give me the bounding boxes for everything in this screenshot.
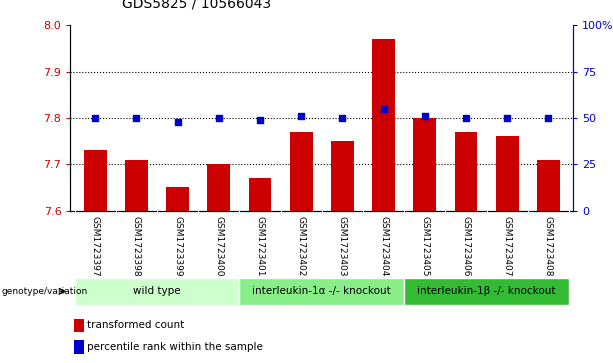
Text: GSM1723404: GSM1723404 bbox=[379, 216, 388, 276]
Text: wild type: wild type bbox=[133, 286, 181, 296]
Point bbox=[173, 119, 183, 125]
Text: GSM1723408: GSM1723408 bbox=[544, 216, 553, 276]
Text: GSM1723407: GSM1723407 bbox=[503, 216, 512, 276]
Bar bbox=[74, 319, 84, 332]
Point bbox=[132, 115, 142, 121]
Text: percentile rank within the sample: percentile rank within the sample bbox=[87, 342, 263, 352]
Bar bbox=[537, 160, 560, 211]
Bar bbox=[496, 136, 519, 211]
Text: transformed count: transformed count bbox=[87, 321, 185, 330]
Bar bbox=[207, 164, 230, 211]
Bar bbox=[166, 187, 189, 211]
Bar bbox=[331, 141, 354, 211]
Text: GDS5825 / 10566043: GDS5825 / 10566043 bbox=[121, 0, 271, 11]
Text: GSM1723402: GSM1723402 bbox=[297, 216, 306, 276]
Text: GSM1723405: GSM1723405 bbox=[421, 216, 429, 276]
Point bbox=[255, 117, 265, 123]
Bar bbox=[240, 278, 404, 305]
Bar bbox=[372, 39, 395, 211]
Bar bbox=[455, 132, 478, 211]
Text: GSM1723397: GSM1723397 bbox=[91, 216, 100, 277]
Text: genotype/variation: genotype/variation bbox=[1, 287, 88, 296]
Bar bbox=[404, 278, 569, 305]
Text: GSM1723406: GSM1723406 bbox=[462, 216, 471, 276]
Point bbox=[338, 115, 348, 121]
Bar bbox=[75, 278, 240, 305]
Bar bbox=[74, 340, 84, 354]
Text: GSM1723401: GSM1723401 bbox=[256, 216, 265, 276]
Point bbox=[544, 115, 554, 121]
Text: GSM1723399: GSM1723399 bbox=[173, 216, 182, 277]
Bar bbox=[249, 178, 272, 211]
Bar bbox=[290, 132, 313, 211]
Text: GSM1723400: GSM1723400 bbox=[215, 216, 223, 276]
Point bbox=[296, 113, 306, 119]
Point bbox=[502, 115, 512, 121]
Text: GSM1723403: GSM1723403 bbox=[338, 216, 347, 276]
Point bbox=[379, 106, 389, 112]
Point bbox=[214, 115, 224, 121]
Bar bbox=[125, 160, 148, 211]
Point bbox=[420, 113, 430, 119]
Bar bbox=[84, 150, 107, 211]
Point bbox=[461, 115, 471, 121]
Text: interleukin-1α -/- knockout: interleukin-1α -/- knockout bbox=[253, 286, 391, 296]
Point bbox=[90, 115, 100, 121]
Text: GSM1723398: GSM1723398 bbox=[132, 216, 141, 277]
Text: interleukin-1β -/- knockout: interleukin-1β -/- knockout bbox=[417, 286, 556, 296]
Bar bbox=[414, 118, 436, 211]
